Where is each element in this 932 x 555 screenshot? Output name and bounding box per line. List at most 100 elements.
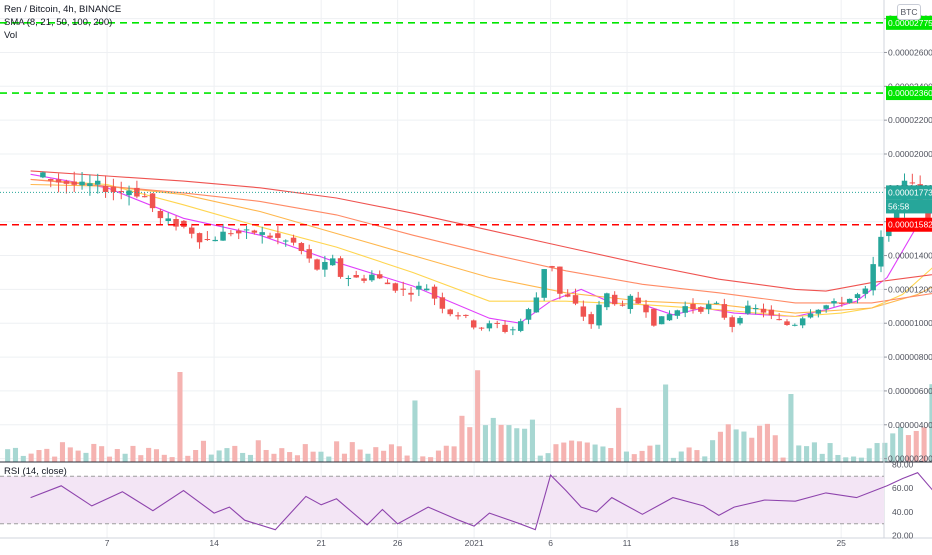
candle-body xyxy=(71,181,77,185)
volume-bar xyxy=(835,454,841,462)
candle-body xyxy=(643,304,649,313)
volume-bar xyxy=(757,425,763,462)
candle-body xyxy=(698,307,704,312)
candle-body xyxy=(541,269,547,298)
volume-bar xyxy=(670,457,676,462)
volume-bar xyxy=(764,423,770,462)
candle-body xyxy=(165,218,171,221)
candle-body xyxy=(196,233,203,243)
candle-body xyxy=(376,274,383,279)
volume-bar xyxy=(357,449,363,462)
volume-bar xyxy=(796,445,802,462)
candle-body xyxy=(447,309,453,315)
y-tick-label: 0.00001400 xyxy=(888,251,932,261)
level-tag-support: 0.00001582 xyxy=(888,220,932,230)
volume-bar xyxy=(804,446,810,462)
candle-body xyxy=(40,172,46,178)
candle-body xyxy=(674,310,681,316)
candle-body xyxy=(149,193,156,209)
volume-bar xyxy=(106,456,113,462)
volume-bar xyxy=(616,407,622,462)
volume-bar xyxy=(741,431,747,462)
candle-body xyxy=(799,318,806,326)
candle-body xyxy=(314,259,320,270)
candle-body xyxy=(839,302,845,304)
candle-body xyxy=(290,237,297,243)
x-tick-label: 14 xyxy=(209,538,219,548)
candle-body xyxy=(572,295,579,304)
candle-body xyxy=(486,323,493,329)
rsi-line xyxy=(30,472,932,531)
candle-body xyxy=(118,191,124,193)
sma-line xyxy=(30,170,932,292)
candle-body xyxy=(533,297,540,313)
y-tick-label: 0.00000800 xyxy=(888,352,932,362)
sma-line xyxy=(30,173,932,324)
y-tick-label: 0.00000600 xyxy=(888,386,932,396)
candle-body xyxy=(596,304,602,326)
candle-body xyxy=(353,275,359,278)
volume-bar xyxy=(67,447,73,462)
candle-body xyxy=(784,321,790,325)
candle-body xyxy=(627,295,634,310)
candle-body xyxy=(564,294,571,297)
candle-body xyxy=(110,186,117,193)
volume-bar xyxy=(169,457,175,462)
volume-bar xyxy=(921,427,927,462)
candle-body xyxy=(220,231,226,241)
sma-line xyxy=(30,178,932,318)
volume-bar xyxy=(553,444,559,462)
volume-bar xyxy=(898,427,904,462)
candle-body xyxy=(322,261,328,270)
volume-bar xyxy=(5,449,11,462)
volume-bar xyxy=(420,456,426,462)
volume-bar xyxy=(522,428,528,462)
candle-body xyxy=(392,283,399,291)
level-tag-support-bg xyxy=(886,217,932,232)
y-tick-label: 0.00000200 xyxy=(888,454,932,464)
rsi-tick-label: 20.00 xyxy=(892,531,914,541)
volume-bar xyxy=(114,449,120,462)
candle-body xyxy=(721,304,728,318)
y-tick-label: 0.00002600 xyxy=(888,47,932,57)
candle-body xyxy=(478,327,485,329)
candle-body xyxy=(525,309,532,320)
candle-body xyxy=(251,230,258,233)
volume-bar xyxy=(702,456,708,462)
volume-bar xyxy=(396,446,402,462)
candle-body xyxy=(212,239,218,242)
currency-badge[interactable]: BTC xyxy=(897,4,921,20)
candle-body xyxy=(455,315,461,317)
candle-body xyxy=(580,306,587,317)
volume-bar xyxy=(28,453,34,462)
volume-bar xyxy=(482,425,488,462)
volume-bar xyxy=(905,435,911,462)
volume-bar xyxy=(240,452,246,462)
candles xyxy=(40,171,931,336)
candle-body xyxy=(384,282,391,285)
volume-bar xyxy=(498,424,504,462)
volume-bar xyxy=(788,394,794,462)
candle-body xyxy=(282,240,289,242)
y-tick-label: 0.00002000 xyxy=(888,149,932,159)
candle-body xyxy=(408,292,414,295)
volume-bar xyxy=(208,454,214,462)
volume-bar xyxy=(404,455,410,462)
y-tick-label: 0.00000400 xyxy=(888,420,932,430)
candle-body xyxy=(651,308,657,326)
candle-body xyxy=(94,180,101,185)
volume-bar xyxy=(428,457,434,462)
candle-body xyxy=(243,229,250,231)
candle-body xyxy=(502,324,508,332)
level-tag-target-2-bg xyxy=(886,86,932,101)
volume-bar xyxy=(263,449,269,462)
x-tick-label: 2021 xyxy=(465,538,484,548)
volume-bar xyxy=(451,446,457,462)
volume-bar xyxy=(592,444,598,462)
volume-bar xyxy=(294,455,301,462)
volume-bar xyxy=(200,440,207,462)
x-tick-label: 7 xyxy=(105,538,110,548)
volume-bar xyxy=(623,451,629,462)
candle-body xyxy=(228,233,234,235)
